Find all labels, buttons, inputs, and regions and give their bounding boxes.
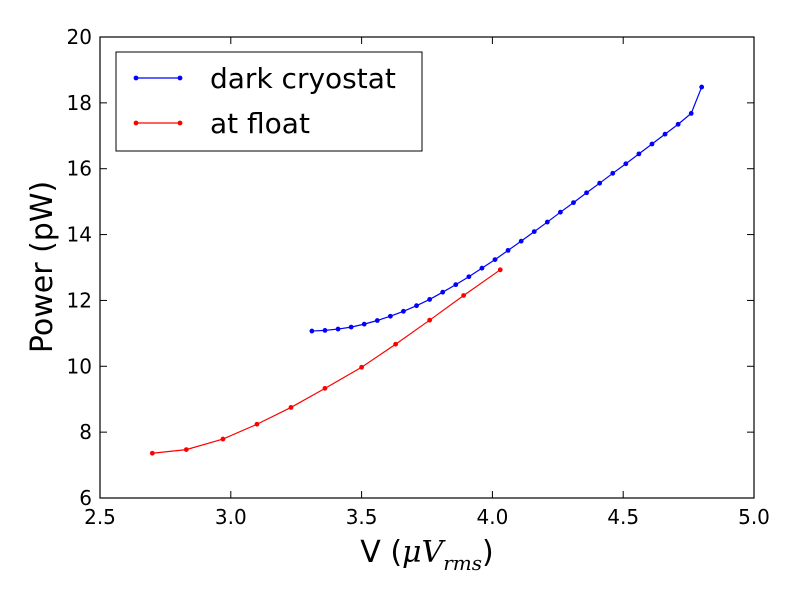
data-point-dark-cryostat: [518, 238, 524, 244]
legend-label-dark-cryostat: dark cryostat: [210, 62, 396, 95]
legend: dark cryostat at float: [115, 51, 423, 152]
y-tick-label: 10: [67, 354, 92, 378]
data-point-at-float: [497, 267, 503, 273]
data-point-at-float: [288, 405, 294, 410]
x-tick-label: 5.0: [738, 505, 770, 529]
x-tick-label: 3.0: [215, 505, 247, 529]
data-point-at-float: [322, 385, 328, 391]
x-tick-label: 3.5: [346, 505, 378, 529]
data-point-dark-cryostat: [440, 289, 446, 295]
data-point-at-float: [427, 317, 433, 323]
data-point-dark-cryostat: [531, 229, 537, 235]
data-point-dark-cryostat: [401, 308, 406, 314]
data-point-dark-cryostat: [361, 321, 367, 327]
data-point-dark-cryostat: [636, 151, 642, 157]
x-tick-label: 2.5: [84, 505, 116, 529]
data-point-dark-cryostat: [479, 265, 485, 271]
data-point-dark-cryostat: [505, 247, 511, 253]
y-axis-label: Power (pW): [25, 181, 60, 353]
x-tick-label: 4.0: [476, 505, 508, 529]
data-point-dark-cryostat: [335, 326, 341, 332]
data-point-dark-cryostat: [623, 161, 629, 167]
y-tick-label: 6: [79, 486, 92, 510]
y-tick-label: 12: [67, 288, 92, 312]
data-point-dark-cryostat: [309, 328, 315, 334]
data-point-dark-cryostat: [699, 84, 705, 90]
data-point-at-float: [461, 293, 467, 298]
data-point-dark-cryostat: [466, 274, 472, 280]
data-point-at-float: [393, 341, 399, 347]
data-point-dark-cryostat: [649, 141, 655, 147]
axis-tick-labels: 2.5 3.0 3.5 4.0 4.5 5.0 6 8 10 12 14 16 18 20: [67, 25, 770, 529]
x-tick-label: 4.5: [607, 505, 639, 529]
data-point-at-float: [254, 421, 260, 427]
y-tick-label: 16: [67, 157, 92, 181]
data-point-dark-cryostat: [571, 200, 576, 206]
data-point-dark-cryostat: [544, 219, 550, 225]
data-point-dark-cryostat: [427, 297, 433, 302]
y-tick-label: 8: [79, 420, 92, 444]
legend-marker-dark-cryostat: [133, 75, 139, 81]
legend-marker-at-float: [177, 120, 183, 126]
y-tick-label: 18: [67, 91, 92, 115]
data-point-at-float: [183, 447, 189, 452]
x-axis-label: V (μVrms): [360, 535, 493, 575]
data-point-at-float: [149, 450, 155, 456]
data-point-dark-cryostat: [453, 282, 459, 288]
axis-ticks: [99, 36, 755, 499]
data-point-dark-cryostat: [414, 303, 419, 309]
data-point-dark-cryostat: [688, 110, 694, 116]
data-point-at-float: [359, 364, 364, 370]
data-point-dark-cryostat: [348, 324, 354, 330]
data-point-dark-cryostat: [597, 180, 603, 186]
data-point-dark-cryostat: [662, 131, 668, 137]
data-point-dark-cryostat: [584, 190, 589, 196]
series-markers: [149, 84, 705, 456]
legend-label-at-float: at float: [210, 107, 310, 140]
data-point-at-float: [220, 436, 226, 442]
data-point-dark-cryostat: [374, 318, 380, 323]
plot-frame: [99, 36, 755, 499]
legend-box: [115, 51, 423, 152]
data-point-dark-cryostat: [675, 121, 681, 127]
data-point-dark-cryostat: [492, 257, 498, 262]
data-point-dark-cryostat: [387, 313, 393, 319]
data-point-dark-cryostat: [558, 209, 563, 215]
y-tick-label: 20: [67, 25, 92, 49]
legend-marker-dark-cryostat: [177, 75, 183, 81]
y-tick-label: 14: [67, 223, 92, 247]
data-point-dark-cryostat: [610, 170, 616, 176]
data-point-dark-cryostat: [322, 327, 328, 333]
legend-marker-at-float: [133, 120, 139, 126]
